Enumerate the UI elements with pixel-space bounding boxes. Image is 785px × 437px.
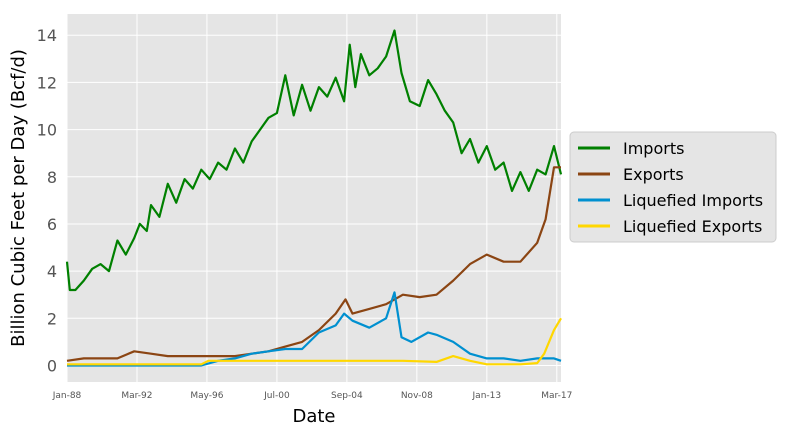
x-axis-label: Date bbox=[292, 406, 335, 427]
x-tick-label: Mar-92 bbox=[121, 391, 152, 401]
x-tick-label: Mar-17 bbox=[541, 391, 572, 401]
x-tick-label: Jul-00 bbox=[263, 391, 290, 401]
x-tick-label: Jan-13 bbox=[472, 391, 502, 401]
series-lines bbox=[65, 29, 563, 367]
y-tick-label: 12 bbox=[37, 73, 57, 92]
x-tick-label: Nov-08 bbox=[401, 391, 433, 401]
y-tick-label: 14 bbox=[37, 26, 57, 45]
y-tick-label: 0 bbox=[47, 356, 57, 375]
legend: Imports Exports Liquefied Imports Liquefied… bbox=[569, 131, 777, 243]
legend-label: Liquefied Imports bbox=[623, 191, 763, 210]
x-tick-label: Jan-88 bbox=[52, 391, 82, 401]
plot-background bbox=[67, 14, 561, 382]
x-axis-ticks: Jan-88 Mar-92 May-96 Jul-00 Sep-04 Nov-08 Jan-… bbox=[52, 391, 573, 401]
series-line-liquefied-imports bbox=[67, 291, 562, 367]
series-line-liquefied-exports bbox=[67, 317, 562, 366]
series-line-imports bbox=[65, 29, 563, 292]
y-tick-label: 4 bbox=[47, 262, 57, 281]
legend-label: Imports bbox=[623, 139, 684, 158]
y-axis-ticks: 0 2 4 6 8 10 12 14 bbox=[37, 26, 57, 375]
y-tick-label: 6 bbox=[47, 215, 57, 234]
x-tick-label: May-96 bbox=[190, 391, 223, 401]
y-tick-label: 8 bbox=[47, 168, 57, 187]
y-tick-label: 2 bbox=[47, 309, 57, 328]
series-line-exports bbox=[66, 166, 561, 362]
x-tick-label: Sep-04 bbox=[331, 391, 363, 401]
y-axis-label: Billion Cubic Feet per Day (Bcf/d) bbox=[8, 49, 29, 347]
grid-lines bbox=[66, 14, 561, 382]
legend-box bbox=[569, 131, 777, 243]
legend-label: Liquefied Exports bbox=[623, 217, 762, 236]
y-tick-label: 10 bbox=[37, 121, 57, 140]
legend-label: Exports bbox=[623, 165, 684, 184]
